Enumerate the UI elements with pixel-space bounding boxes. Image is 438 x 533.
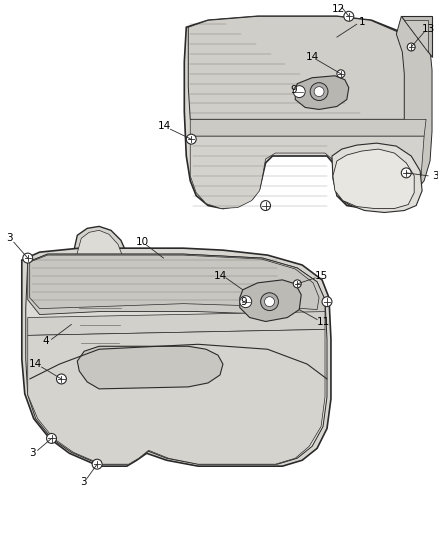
Text: 14: 14 xyxy=(29,359,42,369)
Text: 14: 14 xyxy=(213,271,226,281)
Circle shape xyxy=(337,70,345,78)
Polygon shape xyxy=(404,20,428,52)
Polygon shape xyxy=(184,17,430,208)
Polygon shape xyxy=(371,17,432,211)
Polygon shape xyxy=(240,280,301,321)
Text: 4: 4 xyxy=(42,336,49,346)
Text: 9: 9 xyxy=(290,85,297,95)
Text: 3: 3 xyxy=(7,233,13,243)
Circle shape xyxy=(23,253,33,263)
Polygon shape xyxy=(295,76,349,109)
Text: 3: 3 xyxy=(432,171,438,181)
Polygon shape xyxy=(26,254,327,464)
Polygon shape xyxy=(28,254,325,318)
Circle shape xyxy=(240,296,252,308)
Circle shape xyxy=(186,134,196,144)
Circle shape xyxy=(344,11,354,21)
Polygon shape xyxy=(28,312,325,335)
Text: 1: 1 xyxy=(358,17,365,27)
Polygon shape xyxy=(77,346,223,389)
Polygon shape xyxy=(69,227,133,387)
Text: 3: 3 xyxy=(80,477,87,487)
Polygon shape xyxy=(28,329,325,464)
Polygon shape xyxy=(22,248,331,466)
Circle shape xyxy=(293,86,305,98)
Text: 12: 12 xyxy=(332,4,346,14)
Polygon shape xyxy=(332,143,422,213)
Text: 13: 13 xyxy=(421,24,434,34)
Text: 3: 3 xyxy=(29,448,36,458)
Circle shape xyxy=(261,293,279,311)
Polygon shape xyxy=(333,149,414,208)
Circle shape xyxy=(92,459,102,469)
Polygon shape xyxy=(72,230,128,383)
Polygon shape xyxy=(190,119,426,136)
Circle shape xyxy=(265,297,275,306)
Circle shape xyxy=(57,374,67,384)
Text: 11: 11 xyxy=(316,318,330,327)
Polygon shape xyxy=(190,136,424,208)
Text: 14: 14 xyxy=(158,122,171,131)
Text: 10: 10 xyxy=(136,237,149,247)
Circle shape xyxy=(322,297,332,306)
Circle shape xyxy=(407,43,415,51)
Polygon shape xyxy=(188,17,426,119)
Text: 14: 14 xyxy=(306,52,319,62)
Circle shape xyxy=(46,433,57,443)
Circle shape xyxy=(310,83,328,101)
Circle shape xyxy=(261,200,271,211)
Circle shape xyxy=(314,87,324,96)
Polygon shape xyxy=(401,17,432,57)
Circle shape xyxy=(401,168,411,178)
Circle shape xyxy=(293,280,301,288)
Polygon shape xyxy=(30,255,319,310)
Text: 9: 9 xyxy=(240,297,247,306)
Text: 15: 15 xyxy=(314,271,328,281)
